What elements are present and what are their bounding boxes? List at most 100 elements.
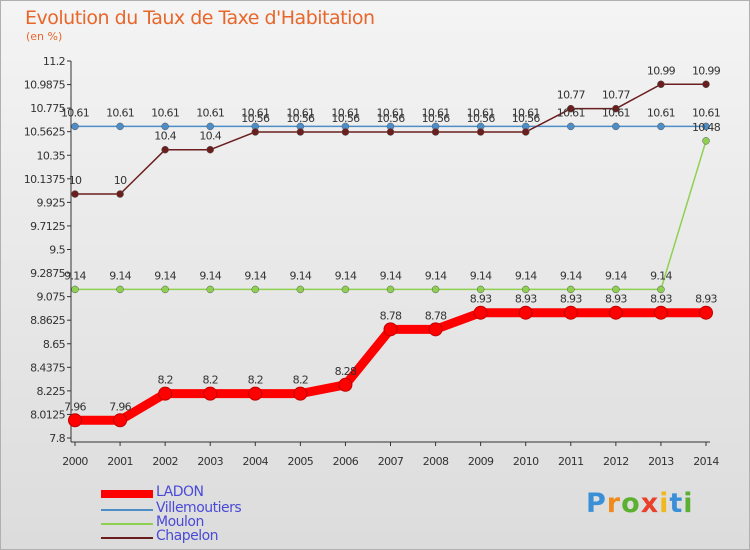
data-point-chapelon — [657, 80, 665, 89]
x-tick-label: 2003 — [197, 455, 223, 468]
data-point-chapelon — [251, 128, 260, 136]
y-tick-label: 9.925 — [37, 196, 66, 209]
data-point-ladon — [293, 386, 308, 401]
data-label-ladon: 8.93 — [650, 293, 672, 306]
data-point-ladon — [338, 377, 353, 392]
data-label-ladon: 8.93 — [605, 293, 627, 306]
legend-label: Villemoutiers — [156, 500, 242, 516]
legend-swatch — [101, 537, 153, 539]
data-label-villemoutiers: 10.61 — [602, 106, 630, 119]
y-tick-label: 9.2875 — [30, 267, 65, 280]
data-label-villemoutiers: 10.61 — [692, 106, 720, 119]
logo-letter: o — [621, 488, 641, 519]
y-tick-label: 10.9875 — [24, 79, 66, 92]
x-tick-label: 2009 — [468, 455, 494, 468]
data-point-moulon — [521, 285, 530, 294]
data-label-villemoutiers: 10.61 — [61, 106, 89, 119]
data-label-chapelon: 10.56 — [241, 112, 270, 125]
y-tick-label: 8.225 — [37, 385, 66, 398]
data-point-villemoutiers — [161, 122, 169, 131]
y-tick-label: 8.65 — [43, 338, 66, 351]
data-label-ladon: 8.2 — [293, 374, 308, 387]
data-label-moulon: 9.14 — [244, 269, 266, 282]
data-point-moulon — [161, 285, 169, 294]
data-point-villemoutiers — [657, 122, 665, 131]
y-tick-label: 10.1375 — [24, 173, 66, 186]
data-label-ladon: 8.93 — [560, 293, 582, 306]
data-point-ladon — [563, 305, 578, 320]
x-tick-label: 2007 — [378, 455, 404, 468]
x-tick-label: 2005 — [288, 455, 314, 468]
data-point-moulon — [431, 285, 440, 294]
data-point-ladon — [699, 305, 713, 320]
series-line-moulon — [74, 140, 707, 291]
data-label-villemoutiers: 10.61 — [467, 106, 495, 119]
data-point-moulon — [476, 285, 485, 294]
data-label-chapelon: 10 — [114, 174, 127, 187]
data-label-villemoutiers: 10.61 — [422, 106, 450, 119]
y-tick-label: 8.0125 — [30, 408, 65, 421]
data-point-moulon — [612, 285, 620, 294]
data-point-moulon — [702, 137, 710, 145]
data-point-chapelon — [71, 190, 79, 198]
data-point-ladon — [653, 305, 668, 320]
data-label-chapelon: 10.56 — [422, 112, 451, 125]
data-point-moulon — [116, 285, 124, 294]
y-tick-label: 10.775 — [30, 102, 65, 115]
legend-label: Chapelon — [156, 528, 219, 544]
data-label-chapelon: 10.99 — [692, 64, 721, 77]
data-point-ladon — [203, 386, 218, 401]
y-tick-label: 10.5625 — [24, 126, 66, 139]
y-tick-label: 10.35 — [37, 149, 66, 162]
data-label-ladon: 8.78 — [380, 309, 402, 322]
series-layer — [68, 80, 713, 428]
data-label-chapelon: 10.4 — [154, 130, 176, 143]
logo-letter: r — [606, 488, 622, 519]
y-tick-label: 9.075 — [37, 291, 66, 304]
data-label-villemoutiers: 10.61 — [331, 106, 359, 119]
data-label-moulon: 9.14 — [470, 269, 492, 282]
x-tick-label: 2001 — [107, 455, 133, 468]
x-tick-label: 2004 — [242, 455, 268, 468]
data-point-chapelon — [567, 104, 575, 113]
data-label-chapelon: 10.56 — [467, 112, 496, 125]
data-point-villemoutiers — [567, 122, 575, 131]
data-label-villemoutiers: 10.61 — [647, 106, 675, 119]
data-label-moulon: 9.14 — [425, 269, 447, 282]
data-label-chapelon: 10.56 — [286, 112, 315, 125]
data-label-ladon: 8.2 — [248, 374, 263, 387]
x-tick-label: 2014 — [693, 455, 719, 468]
data-label-villemoutiers: 10.61 — [196, 106, 224, 119]
data-point-ladon — [383, 322, 398, 337]
data-label-ladon: 7.96 — [64, 400, 86, 413]
data-point-chapelon — [476, 128, 485, 136]
axes: 7.8 8.0125 8.225 8.4375 8.65 8.8625 9.075 9.287… — [24, 55, 720, 468]
y-tick-label: 8.8625 — [30, 314, 65, 327]
data-label-moulon: 10.48 — [692, 121, 721, 134]
data-label-villemoutiers: 10.61 — [151, 106, 179, 119]
x-tick-label: 2006 — [333, 455, 359, 468]
data-label-chapelon: 10.77 — [602, 89, 631, 102]
data-point-chapelon — [702, 80, 710, 89]
data-label-ladon: 7.96 — [109, 400, 131, 413]
data-point-moulon — [71, 285, 79, 294]
data-label-villemoutiers: 10.61 — [241, 106, 269, 119]
data-point-ladon — [608, 305, 623, 320]
y-tick-label: 9.7125 — [30, 220, 65, 233]
legend-swatch — [101, 509, 153, 511]
data-label-moulon: 9.14 — [290, 269, 312, 282]
logo-letter: P — [586, 488, 607, 519]
y-tick-label: 7.8 — [49, 432, 65, 445]
data-point-chapelon — [521, 128, 530, 136]
data-label-villemoutiers: 10.61 — [557, 106, 585, 119]
data-label-ladon: 8.78 — [425, 309, 447, 322]
data-labels-layer: 7.96 7.96 8.2 8.2 8.2 8.2 8.28 8.78 8.78 8.93 8.93… — [61, 64, 721, 413]
data-point-chapelon — [612, 104, 620, 113]
x-tick-label: 2013 — [648, 455, 674, 468]
x-tick-label: 2010 — [513, 455, 539, 468]
data-label-chapelon: 10.99 — [647, 64, 676, 77]
y-tick-label: 9.5 — [49, 244, 65, 257]
data-point-chapelon — [431, 128, 440, 136]
data-label-ladon: 8.93 — [515, 293, 537, 306]
y-tick-label: 11.2 — [43, 55, 65, 68]
